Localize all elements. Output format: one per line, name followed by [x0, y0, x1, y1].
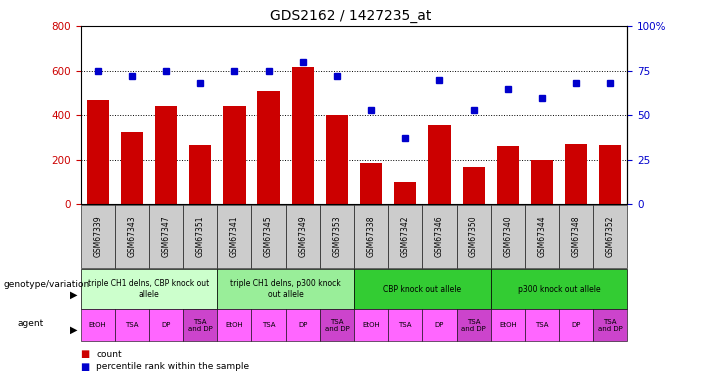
Bar	[428, 125, 451, 204]
Text: GSM67344: GSM67344	[538, 216, 547, 257]
Bar	[189, 146, 211, 204]
Text: EtOH: EtOH	[89, 322, 107, 328]
Bar	[565, 144, 587, 204]
Text: GSM67343: GSM67343	[128, 216, 137, 257]
Text: GSM67350: GSM67350	[469, 216, 478, 257]
Text: EtOH: EtOH	[499, 322, 517, 328]
Text: EtOH: EtOH	[226, 322, 243, 328]
Text: GSM67351: GSM67351	[196, 216, 205, 257]
Bar	[531, 160, 553, 204]
Bar	[360, 163, 382, 204]
Text: ■: ■	[81, 350, 90, 359]
Bar	[224, 106, 245, 204]
Text: ▶: ▶	[69, 325, 77, 335]
Text: GSM67347: GSM67347	[161, 216, 170, 257]
Bar	[497, 147, 519, 204]
Text: GSM67341: GSM67341	[230, 216, 239, 257]
Bar	[463, 166, 484, 204]
Text: count: count	[96, 350, 122, 359]
Text: CBP knock out allele: CBP knock out allele	[383, 285, 461, 294]
Text: GSM67342: GSM67342	[401, 216, 410, 257]
Bar	[155, 106, 177, 204]
Bar	[326, 116, 348, 204]
Text: TSA: TSA	[261, 322, 275, 328]
Text: GSM67338: GSM67338	[367, 216, 376, 257]
Bar	[292, 68, 314, 204]
Text: TSA: TSA	[125, 322, 139, 328]
Text: TSA
and DP: TSA and DP	[188, 319, 212, 332]
Text: DP: DP	[571, 322, 581, 328]
Text: GSM67340: GSM67340	[503, 216, 512, 257]
Text: GSM67349: GSM67349	[298, 216, 307, 257]
Text: TSA: TSA	[535, 322, 549, 328]
Text: percentile rank within the sample: percentile rank within the sample	[96, 362, 249, 371]
Text: GSM67345: GSM67345	[264, 216, 273, 257]
Text: GSM67352: GSM67352	[606, 216, 615, 257]
Bar	[87, 100, 109, 204]
Text: agent: agent	[18, 319, 43, 328]
Text: EtOH: EtOH	[362, 322, 380, 328]
Text: TSA
and DP: TSA and DP	[461, 319, 486, 332]
Text: TSA: TSA	[398, 322, 412, 328]
Text: GSM67353: GSM67353	[332, 216, 341, 257]
Text: GSM67348: GSM67348	[571, 216, 580, 257]
Text: genotype/variation: genotype/variation	[4, 280, 90, 289]
Text: TSA
and DP: TSA and DP	[325, 319, 349, 332]
Bar	[394, 182, 416, 204]
Bar	[599, 146, 621, 204]
Text: GSM67346: GSM67346	[435, 216, 444, 257]
Text: DP: DP	[161, 322, 171, 328]
Text: ▶: ▶	[69, 290, 77, 300]
Text: ■: ■	[81, 362, 90, 372]
Text: TSA
and DP: TSA and DP	[598, 319, 622, 332]
Text: DP: DP	[435, 322, 444, 328]
Text: DP: DP	[298, 322, 308, 328]
Bar	[257, 91, 280, 204]
Text: triple CH1 delns, CBP knock out
allele: triple CH1 delns, CBP knock out allele	[88, 279, 210, 299]
Text: p300 knock out allele: p300 knock out allele	[518, 285, 600, 294]
Bar	[121, 132, 143, 204]
Text: GDS2162 / 1427235_at: GDS2162 / 1427235_at	[270, 9, 431, 23]
Text: triple CH1 delns, p300 knock
out allele: triple CH1 delns, p300 knock out allele	[231, 279, 341, 299]
Text: GSM67339: GSM67339	[93, 216, 102, 257]
